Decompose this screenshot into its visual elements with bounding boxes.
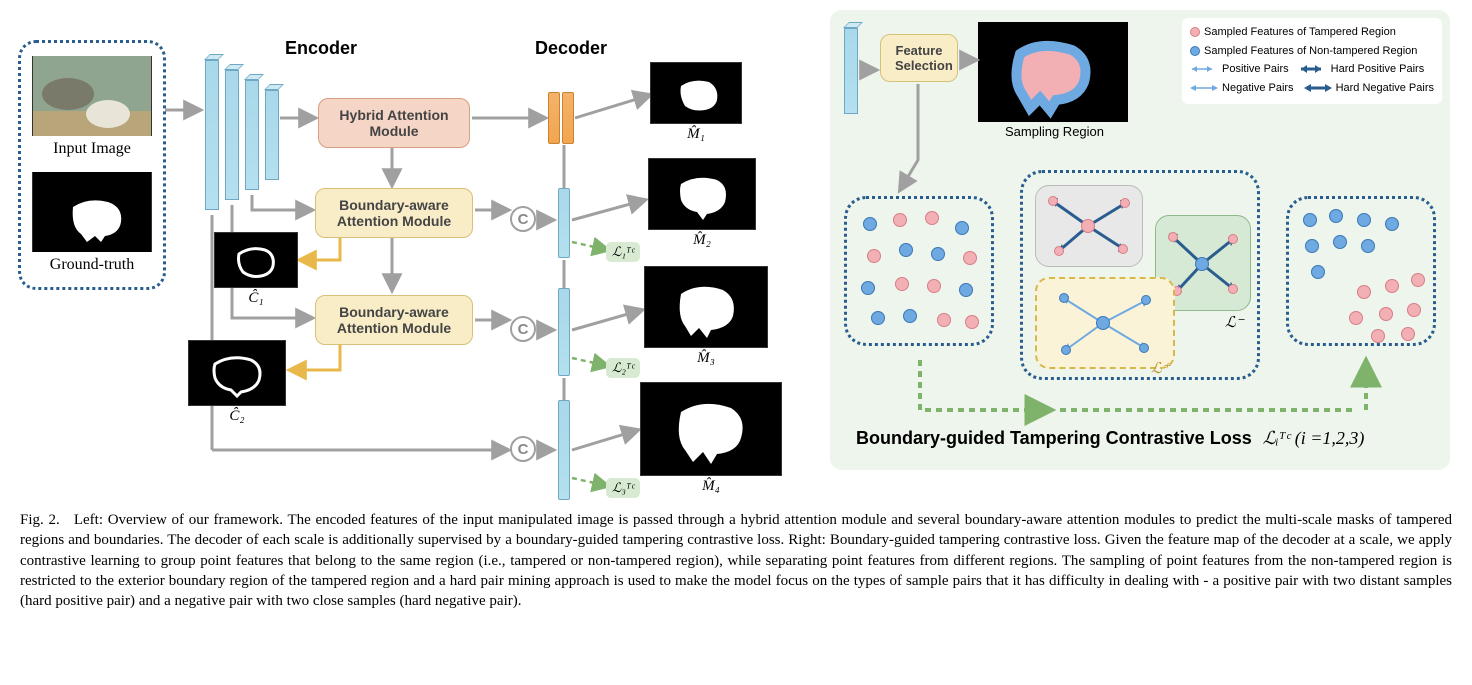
ground-truth-thumb: [32, 172, 152, 252]
m4-label: M̂₄: [640, 478, 782, 495]
m4-box: M̂₄: [640, 382, 782, 495]
decoder-bar-4: [558, 400, 570, 500]
legend: Sampled Features of Tampered Region Samp…: [1182, 18, 1442, 104]
positive-subbox: [1035, 277, 1175, 369]
encoder-bar-4: [265, 90, 279, 180]
legend-neg: Negative Pairs: [1222, 80, 1294, 97]
encoder-bar-2: [225, 70, 239, 200]
boundary-attention-module-1: Boundary-aware Attention Module: [315, 188, 473, 238]
legend-tampered: Sampled Features of Tampered Region: [1204, 24, 1396, 41]
m3-label: M̂₃: [644, 350, 768, 367]
loss-badge-1: ℒ₁ᵀᶜ: [606, 242, 640, 262]
merge-3: C: [510, 436, 536, 462]
legend-hardpos: Hard Positive Pairs: [1331, 61, 1425, 78]
feature-selection-module: Feature Selection: [880, 34, 958, 82]
m3-box: M̂₃: [644, 266, 768, 367]
boundary-attention-module-2: Boundary-aware Attention Module: [315, 295, 473, 345]
m2-thumb: [648, 158, 756, 230]
c2-box: Ĉ₂: [188, 340, 286, 425]
caption-prefix: Fig. 2.: [20, 512, 60, 528]
right-title: Boundary-guided Tampering Contrastive Lo…: [856, 428, 1364, 449]
encoder-label: Encoder: [285, 38, 357, 59]
m1-box: M̂₁: [650, 62, 742, 143]
decoder-bar-2: [558, 188, 570, 258]
m2-box: M̂₂: [648, 158, 756, 249]
lplus-label: ℒ⁺: [1151, 359, 1170, 378]
decoder-bar-3: [558, 288, 570, 376]
m1-thumb: [650, 62, 742, 124]
loss-badge-2: ℒ₂ᵀᶜ: [606, 358, 640, 378]
right-title-math: ℒᵢᵀᶜ (i =1,2,3): [1263, 428, 1365, 448]
merge-1: C: [510, 206, 536, 232]
left-diagram: Input Image Ground-truth Encoder Decoder…: [10, 10, 820, 490]
encoder-bar-3: [245, 80, 259, 190]
encoder-bar-1: [205, 60, 219, 210]
m1-label: M̂₁: [650, 126, 742, 143]
separated-cluster: [1286, 196, 1436, 346]
c2-thumb: [188, 340, 286, 406]
figure-caption: Fig. 2. Left: Overview of our framework.…: [0, 500, 1472, 621]
center-cluster: ℒ⁻ ℒ⁺: [1020, 170, 1260, 380]
mixed-cluster: [844, 196, 994, 346]
merge-2: C: [510, 316, 536, 342]
legend-hardneg: Hard Negative Pairs: [1336, 80, 1434, 97]
input-image-label: Input Image: [32, 140, 152, 158]
sampling-region-label: Sampling Region: [1005, 124, 1104, 139]
loss-badge-3: ℒ₃ᵀᶜ: [606, 478, 640, 498]
decoder-bar-1b: [562, 92, 574, 144]
decoder-label: Decoder: [535, 38, 607, 59]
c1-thumb: [214, 232, 298, 288]
hard-positive-subbox: [1035, 185, 1143, 267]
c1-box: Ĉ₁: [214, 232, 298, 307]
input-image-box: Input Image: [32, 56, 152, 158]
c1-label: Ĉ₁: [214, 290, 298, 307]
m4-thumb: [640, 382, 782, 476]
c2-label: Ĉ₂: [188, 408, 286, 425]
m2-label: M̂₂: [648, 232, 756, 249]
sampling-region-thumb: [978, 22, 1128, 122]
legend-nontampered: Sampled Features of Non-tampered Region: [1204, 43, 1417, 60]
gt-box: Ground-truth: [32, 172, 152, 274]
input-image-thumb: [32, 56, 152, 136]
right-encoder-bar: [844, 28, 858, 114]
lminus-label: ℒ⁻: [1225, 313, 1244, 332]
hybrid-attention-module: Hybrid Attention Module: [318, 98, 470, 148]
decoder-bar-1a: [548, 92, 560, 144]
caption-body: Left: Overview of our framework. The enc…: [20, 512, 1452, 609]
right-panel: Feature Selection Sampling Region Sample…: [830, 10, 1450, 470]
m3-thumb: [644, 266, 768, 348]
legend-pos: Positive Pairs: [1222, 61, 1289, 78]
ground-truth-label: Ground-truth: [32, 256, 152, 274]
